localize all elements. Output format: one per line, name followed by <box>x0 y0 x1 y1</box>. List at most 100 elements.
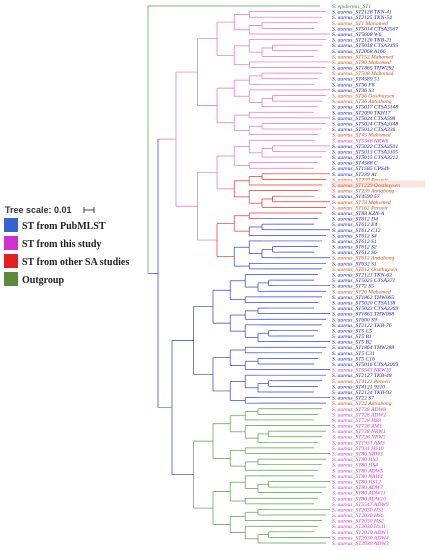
leaf-label: S. aureus_ST2030 HS1 <box>332 507 384 513</box>
leaf-label: S. aureus_ST5012 CTSA336 <box>332 127 396 133</box>
leaf-label: S. aureus_ST88 KZN-A <box>332 211 385 217</box>
leaf-label: S. aureus_ST1863 THW068 <box>332 312 394 318</box>
leaf-label: S. aureus_ST2125 TKN-54 <box>332 15 392 21</box>
leaf-label: S. aureus_ST2030 HS2 <box>332 519 384 525</box>
leaf-label: S. aureus_ST80 HS4 <box>332 463 378 469</box>
leaf-label: S. aureus_ST5 B1 <box>332 334 372 340</box>
leaf-label: S. aureus_ST22 Antiabong <box>332 401 392 407</box>
leaf-label: S. aureus_ST728 NRW5 <box>332 435 386 441</box>
leaf-label: S. aureus_ST600 S9 <box>332 317 377 323</box>
leaf-label: S. aureus_ST2126 TKB-21 <box>332 38 392 44</box>
leaf-label: S. aureus_ST5023 CTSA3269 <box>332 306 398 312</box>
leaf-label: S. aureus_ST5024 CTSA3348 <box>332 121 398 127</box>
leaf-label: S. aureus_ST5 B2 <box>332 340 372 346</box>
leaf-label: S. aureus_ST5608 W6 <box>332 32 382 38</box>
leaf-label: S. aureus_ST36 Oosthuysen <box>332 94 395 100</box>
legend-label-other-sa: ST from other SA studies <box>22 257 129 268</box>
leaf-label: S. aureus_ST36 Antiabong <box>332 99 392 105</box>
leaf-label: S. aureus_ST5543 NRW10 <box>332 368 391 374</box>
leaf-label: S. aureus_ST2030 HS11 <box>332 524 386 530</box>
leaf-label: S. epidermis_ST1 <box>332 4 371 10</box>
leaf-label: S. aureus_ST5017 CTSA3148 <box>332 105 398 111</box>
leaf-label: S. aureus_ST612 C12 <box>332 228 381 234</box>
leaf-label: S. aureus_ST2127 TKB-48 <box>332 373 392 379</box>
leaf-label: S. aureus_ST4590 57 <box>332 194 380 200</box>
leaf-label: S. aureus_ST2090 TKH17 <box>332 110 391 116</box>
leaf-label: S. aureus_ST5547 ADW9 <box>332 502 389 508</box>
leaf-label: S. aureus_ST72 S5 <box>332 284 374 290</box>
leaf-label: S. aureus_ST5546 NRW6 <box>332 138 389 144</box>
leaf-label: S. aureus_ST2030 ADW4 <box>332 535 389 541</box>
leaf-label: S. aureus_ST5016 CTSA3009 <box>332 362 398 368</box>
leaf-label: S. aureus_ST4589 51 <box>332 77 380 83</box>
legend-swatch-this-study <box>4 236 18 250</box>
legend-label-pubmlst: ST from PubMLST <box>22 221 106 232</box>
leaf-label: S. aureus_ST80 HS3 <box>332 457 378 463</box>
leaf-label: S. aureus_ST612 E4 <box>332 222 378 228</box>
leaf-label: S. aureus_ST612 Oosthuysen <box>332 267 397 273</box>
leaf-highlight <box>331 180 425 188</box>
leaf-label: S. aureus_ST239 Perovic <box>332 177 389 183</box>
leaf-label: S. aureus_ST80 ADW5 <box>332 468 383 474</box>
legend-label-outgroup: Outgroup <box>22 275 64 286</box>
leaf-label: S. aureus_ST239 A1 <box>332 172 377 178</box>
legend-swatch-outgroup <box>4 272 18 286</box>
leaf-label: S. aureus_ST20 Mahomed <box>332 289 391 295</box>
leaf-label: S. aureus_ST22 S7 <box>332 396 374 402</box>
leaf-label: S. aureus_ST5013 CTSA3105 <box>332 149 398 155</box>
leaf-label: S. aureus_ST728 NRW1 <box>332 429 386 435</box>
legend: ST from PubMLST ST from this study ST fr… <box>4 218 129 286</box>
leaf-label: S. aureus_ST5020 CTSA138 <box>332 300 396 306</box>
leaf-label: S. aureus_ST612 S6 <box>332 250 377 256</box>
leaf-label: S. aureus_ST612 D4 <box>332 217 378 223</box>
leaf-label: S. aureus_ST5015 CTSA3212 <box>332 155 398 161</box>
leaf-label: S. aureus_ST5 C5 <box>332 328 372 334</box>
leaf-label: S. aureus_ST728 AM1 <box>332 424 382 430</box>
leaf-label: S. aureus_ST1865 THW292 <box>332 66 394 72</box>
leaf-label: S. aureus_ST5018 CTSA3195 <box>332 43 398 49</box>
leaf-label: S. aureus_ST36 F8 <box>332 82 375 88</box>
leaf-label: S. aureus_ST2068 A166 <box>332 49 386 55</box>
leaf-label: S. aureus_ST612 S4 <box>332 233 377 239</box>
leaf-label: S. aureus_ST5 C16 <box>332 356 375 362</box>
leaf-label: S. aureus_ST632 S1 <box>332 261 377 267</box>
leaf-label: S. aureus_ST30 Mahomed <box>332 60 391 66</box>
leaf-label: S. aureus_ST1585 CPS4b <box>332 166 390 172</box>
leaf-label: S. aureus_ST612 S2 <box>332 245 377 251</box>
leaf-label: S. aureus_ST1864 THW288 <box>332 345 394 351</box>
tree-branches <box>147 5 330 544</box>
leaf-label: S. aureus_ST162 Perovic <box>332 205 389 211</box>
leaf-label: S. aureus_ST2122 TKB-76 <box>332 323 392 329</box>
leaf-label: S. aureus_ST4121 Perovic <box>332 379 392 385</box>
leaf-label: S. aureus_ST5 C31 <box>332 351 375 357</box>
leaf-label: S. aureus_ST1862 THW065 <box>332 295 394 301</box>
leaf-label: S. aureus_ST2030 HS6 <box>332 513 384 519</box>
leaf-label: S. aureus_ST508 Mahomed <box>332 71 394 77</box>
leaf-label: S. aureus_ST45 Mahomed <box>332 133 391 139</box>
leaf-label: S. aureus_ST80 NRW3 <box>332 452 383 458</box>
leaf-label: S. aureus_ST5014 CTSA3567 <box>332 26 398 32</box>
leaf-label: S. aureus_ST1239 Oosthuysen <box>332 183 400 189</box>
leaf-label: S. aureus_ST36 S3 <box>332 88 374 94</box>
leaf-label: S. aureus_ST728 ADW8 <box>332 407 386 413</box>
leaf-label: S. aureus_ST1 Mahomed <box>332 21 388 27</box>
leaf-label: S. aureus_ST80 ADW10 <box>332 496 386 502</box>
leaf-label: S. aureus_ST80 HS12 <box>332 479 381 485</box>
leaf-label: S. aureus_ST152 Mahomed <box>332 54 394 60</box>
leaf-label: S. aureus_ST931 HS10 <box>332 446 384 452</box>
leaf-label: S. aureus_ST728 HS8 <box>332 418 381 424</box>
leaf-label: S. aureus_ST5024 CTSA598 <box>332 116 396 122</box>
legend-swatch-other-sa <box>4 254 18 268</box>
legend-label-this-study: ST from this study <box>22 239 101 250</box>
leaf-label: S. aureus_ST612 Antiabong <box>332 256 395 262</box>
leaf-label: S. aureus_ST2124 TKB-93 <box>332 390 392 396</box>
leaf-label: S. aureus_ST2123 TKN-62 <box>332 273 392 279</box>
leaf-label: S. aureus_ST80 NRW4 <box>332 474 383 480</box>
leaf-label: S. aureus_ST1931 AM3 <box>332 440 385 446</box>
leaf-label: S. aureus_ST5022 CTSA3501 <box>332 144 398 150</box>
leaf-label: S. aureus_ST80 ADW7 <box>332 485 383 491</box>
leaf-label: S. aureus_ST4121 9210 <box>332 384 385 390</box>
leaf-label: S. aureus_ST239 Antiabong <box>332 189 395 195</box>
